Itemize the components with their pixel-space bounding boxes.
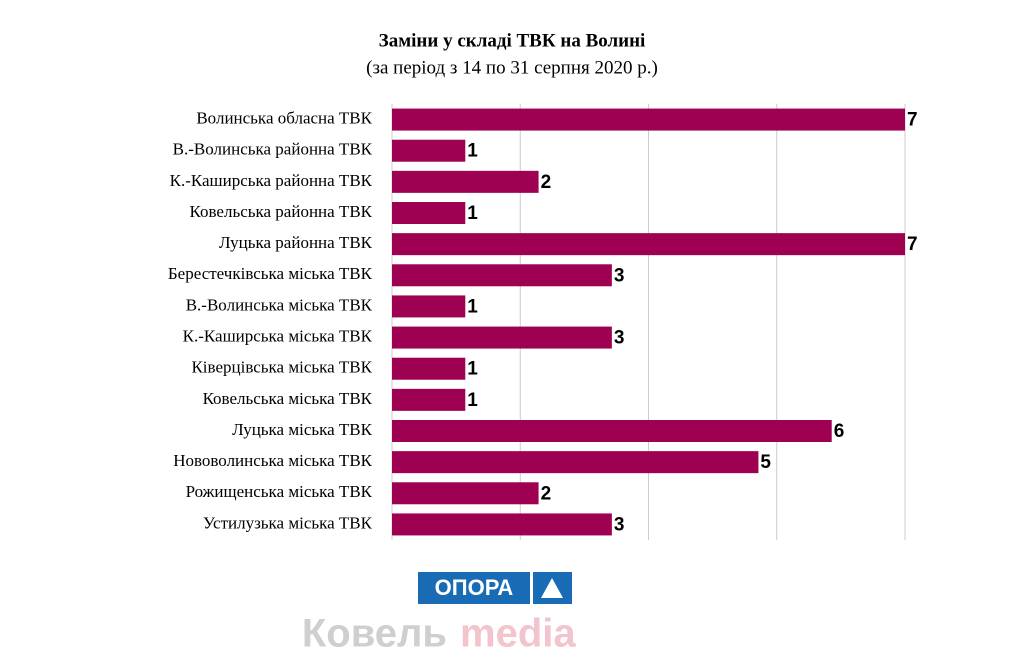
value-label: 5 (760, 452, 771, 473)
bar (392, 451, 759, 474)
bar (392, 388, 466, 411)
bar (392, 264, 612, 287)
value-label: 3 (614, 514, 625, 535)
bar (392, 108, 905, 131)
value-label: 7 (907, 234, 918, 255)
y-tick-label: В.-Волинська районна ТВК (173, 140, 373, 159)
y-tick-label: Ківерцівська міська ТВК (191, 358, 372, 377)
value-label: 1 (467, 141, 478, 162)
value-label: 1 (467, 203, 478, 224)
y-tick-label: Луцька міська ТВК (232, 420, 373, 439)
bar (392, 420, 832, 442)
bar (392, 482, 539, 505)
chart-subtitle: (за період з 14 по 31 серпня 2020 р.) (366, 57, 658, 78)
value-label: 3 (614, 328, 625, 349)
bar (392, 513, 612, 536)
bar (392, 326, 612, 349)
logo-box (418, 572, 530, 604)
y-tick-label: В.-Волинська міська ТВК (186, 295, 373, 314)
y-tick-label: Устилузька міська ТВК (203, 513, 373, 532)
y-tick-label: Луцька районна ТВК (219, 233, 373, 252)
bar (392, 233, 905, 256)
y-tick-label: Волинська обласна ТВК (196, 108, 372, 127)
y-tick-label: Ковельська міська ТВК (203, 389, 373, 408)
value-label: 2 (541, 483, 552, 504)
value-label: 2 (541, 172, 552, 193)
value-label: 3 (614, 265, 625, 286)
bar (392, 295, 466, 318)
value-label: 7 (907, 110, 918, 131)
y-tick-label: Рожищенська міська ТВК (186, 482, 373, 501)
y-tick-label: К.-Каширська міська ТВК (183, 326, 373, 345)
y-tick-label: Нововолинська міська ТВК (173, 451, 372, 470)
value-label: 1 (467, 359, 478, 380)
y-tick-label: Ковельська районна ТВК (190, 202, 373, 221)
bar (392, 357, 466, 380)
value-label: 6 (834, 421, 845, 442)
bar (392, 202, 466, 224)
value-label: 1 (467, 390, 478, 411)
watermark-right: media (460, 612, 576, 656)
y-tick-label: Берестечківська міська ТВК (168, 264, 373, 283)
value-label: 1 (467, 296, 478, 317)
watermark-left: Ковель (302, 612, 447, 656)
chart-title: Заміни у складі ТВК на Волині (379, 30, 646, 51)
logo: ОПОРА (418, 572, 572, 604)
bar (392, 139, 466, 162)
y-tick-label: К.-Каширська районна ТВК (170, 171, 373, 190)
logo-icon (541, 578, 563, 598)
logo-text: ОПОРА (435, 575, 514, 600)
bar (392, 170, 539, 193)
